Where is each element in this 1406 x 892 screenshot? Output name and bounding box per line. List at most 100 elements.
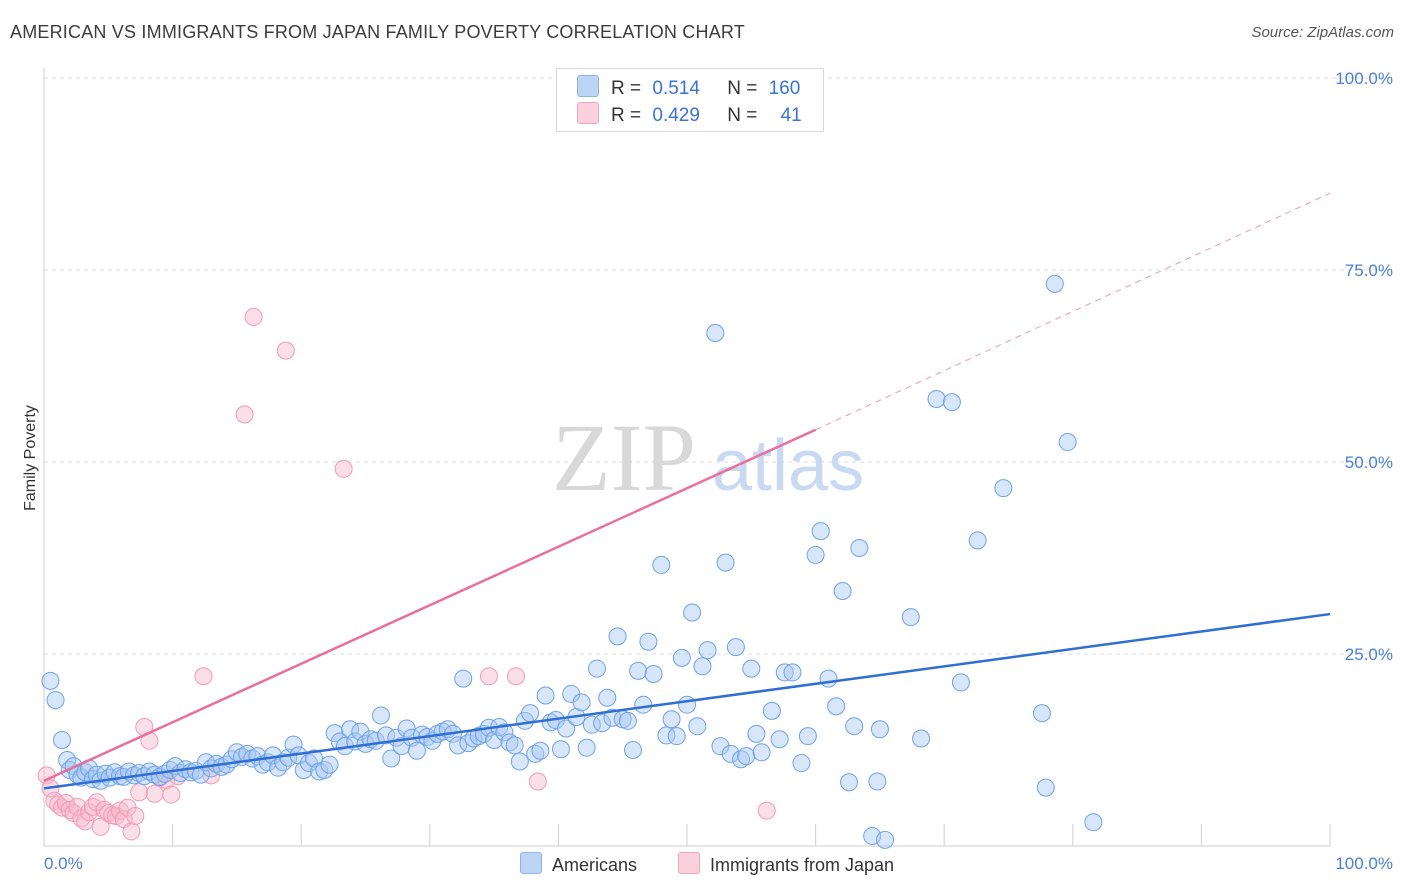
legend-r-label: R = xyxy=(611,105,642,126)
axes xyxy=(43,68,1331,847)
trend-line-americans xyxy=(43,612,1331,790)
data-point-americans xyxy=(587,659,606,678)
data-point-americans xyxy=(994,479,1013,498)
data-point-americans xyxy=(912,729,931,748)
data-point-americans xyxy=(716,553,735,572)
data-point-japan xyxy=(757,801,776,820)
data-point-americans xyxy=(762,701,781,720)
trend-lines xyxy=(43,192,1331,790)
data-point-americans xyxy=(608,627,627,646)
data-point-americans xyxy=(618,711,637,730)
data-point-americans xyxy=(698,641,717,660)
data-point-americans xyxy=(819,669,838,688)
data-point-americans xyxy=(526,744,545,763)
data-point-americans xyxy=(752,743,771,762)
data-point-americans xyxy=(397,719,416,738)
data-point-americans xyxy=(41,671,60,690)
data-point-americans xyxy=(284,735,303,754)
bottom-legend-swatch-americans xyxy=(520,852,542,874)
data-point-americans xyxy=(927,390,946,409)
data-point-japan xyxy=(276,341,295,360)
data-point-americans xyxy=(644,664,663,683)
data-point-americans xyxy=(593,714,612,733)
data-point-americans xyxy=(623,741,642,759)
y-tick-label: 50.0% xyxy=(1345,453,1393,472)
data-point-americans xyxy=(371,706,390,725)
trend-line-japan xyxy=(43,428,817,782)
data-point-americans xyxy=(901,608,920,627)
data-point-americans xyxy=(811,522,830,541)
data-point-americans xyxy=(598,688,617,707)
data-point-japan xyxy=(145,784,164,803)
watermark: ZIP atlas xyxy=(552,404,864,511)
data-point-americans xyxy=(639,632,658,651)
data-point-americans xyxy=(634,695,653,714)
data-point-americans xyxy=(775,663,794,682)
data-point-japan xyxy=(244,307,263,326)
data-point-japan xyxy=(122,822,141,841)
legend-r-value-americans: 0.514 xyxy=(652,78,700,99)
data-point-americans xyxy=(683,603,702,622)
bottom-legend-swatch-japan xyxy=(678,852,700,874)
data-point-americans xyxy=(845,717,864,736)
data-point-americans xyxy=(572,693,591,712)
data-point-americans xyxy=(827,697,846,716)
data-point-americans xyxy=(407,741,426,760)
data-point-americans xyxy=(454,669,473,688)
data-point-japan xyxy=(334,459,353,478)
data-point-americans xyxy=(706,323,725,342)
data-point-americans xyxy=(1045,274,1064,293)
correlation-legend: R = 0.514 N = 160 R = 0.429 N = 41 xyxy=(556,68,824,132)
data-point-americans xyxy=(1032,704,1051,723)
data-point-americans xyxy=(382,749,401,768)
data-point-americans xyxy=(870,720,889,739)
data-point-americans xyxy=(495,723,514,742)
data-point-japan xyxy=(479,667,498,686)
y-tick-label: 75.0% xyxy=(1345,261,1393,280)
data-point-americans xyxy=(783,663,802,682)
source-label: Source: ZipAtlas.com xyxy=(1251,24,1394,41)
data-point-americans xyxy=(737,747,756,766)
data-point-japan xyxy=(130,783,149,802)
data-point-americans xyxy=(531,741,550,760)
data-point-americans xyxy=(806,545,825,564)
legend-n-label: N = xyxy=(727,78,758,99)
data-point-americans xyxy=(693,657,712,676)
data-point-americans xyxy=(1084,813,1103,832)
data-point-americans xyxy=(770,730,789,749)
y-tick-label: 25.0% xyxy=(1345,645,1393,664)
legend-swatch-americans xyxy=(577,75,599,97)
data-point-americans xyxy=(46,691,65,710)
legend-n-value-americans: 160 xyxy=(768,78,801,99)
data-point-japan xyxy=(68,797,87,816)
data-point-americans xyxy=(951,673,970,692)
data-point-americans xyxy=(868,772,887,791)
legend-row-americans: R = 0.514 N = 160 xyxy=(577,75,800,99)
data-point-americans xyxy=(1036,778,1055,797)
legend-n-value-japan: 41 xyxy=(780,105,802,126)
data-point-americans xyxy=(876,830,895,849)
data-point-americans xyxy=(551,740,570,759)
data-point-americans xyxy=(1058,433,1077,452)
x-tick-label: 100.0% xyxy=(1335,854,1393,873)
data-point-americans xyxy=(833,582,852,601)
legend-row-japan: R = 0.429 N = 41 xyxy=(577,102,802,126)
data-point-japan xyxy=(126,807,145,826)
tick-labels: 25.0% 50.0% 75.0% 100.0% 0.0% 100.0% xyxy=(44,69,1393,873)
data-point-americans xyxy=(510,752,529,771)
bottom-legend-japan: Immigrants from Japan xyxy=(678,852,894,876)
data-point-americans xyxy=(667,727,686,746)
data-point-japan xyxy=(91,817,110,836)
data-point-americans xyxy=(577,738,596,757)
bottom-legend-americans: Americans xyxy=(520,852,637,876)
data-point-americans xyxy=(726,638,745,657)
data-point-americans xyxy=(840,773,859,792)
data-point-americans xyxy=(505,736,524,755)
y-tick-label: 100.0% xyxy=(1335,69,1393,88)
data-point-americans xyxy=(657,726,676,745)
bottom-legend-label-americans: Americans xyxy=(552,855,638,875)
data-point-americans xyxy=(325,724,344,743)
data-point-americans xyxy=(742,659,761,678)
legend-r-value-japan: 0.429 xyxy=(652,105,700,126)
